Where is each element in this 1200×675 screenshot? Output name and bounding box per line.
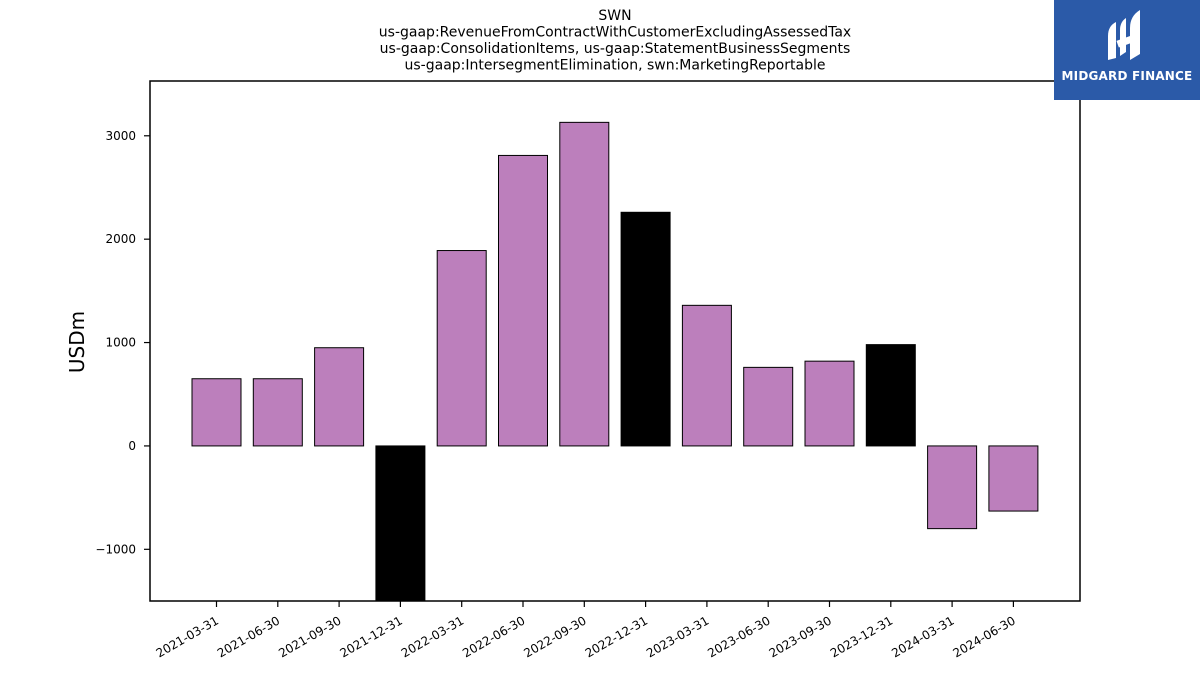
bar: [375, 445, 426, 601]
bar: [804, 360, 855, 447]
x-tick-label: 2023-06-30: [705, 613, 772, 660]
bar: [191, 378, 242, 447]
y-axis-label: USDm: [65, 311, 89, 373]
x-tick-label: 2022-12-31: [583, 613, 650, 660]
midgard-finance-logo: MIDGARD FINANCE: [1054, 0, 1200, 100]
x-tick-label: 2024-06-30: [950, 613, 1017, 660]
bars-group: [191, 121, 1039, 601]
chart-title: SWNus-gaap:RevenueFromContractWithCustom…: [379, 8, 851, 74]
bar: [620, 211, 671, 447]
chart-title-line: SWN: [598, 8, 631, 24]
y-tick-label: −1000: [95, 542, 136, 556]
x-tick-label: 2022-03-31: [399, 613, 466, 660]
bar: [559, 121, 610, 447]
x-tick-label: 2024-03-31: [889, 613, 956, 660]
bar: [865, 344, 916, 447]
y-tick-label: 2000: [105, 232, 136, 246]
chart-title-line: us-gaap:IntersegmentElimination, swn:Mar…: [405, 58, 826, 74]
x-tick-label: 2021-06-30: [215, 613, 282, 660]
chart-title-line: us-gaap:RevenueFromContractWithCustomerE…: [379, 25, 851, 41]
x-tick-label: 2023-12-31: [828, 613, 895, 660]
bar: [681, 304, 732, 447]
x-tick-label: 2022-06-30: [460, 613, 527, 660]
x-tick-label: 2022-09-30: [521, 613, 588, 660]
x-tick-label: 2023-03-31: [644, 613, 711, 660]
bar: [436, 250, 487, 447]
plot-frame: [149, 80, 1081, 602]
logo-mark-icon: [1108, 10, 1140, 60]
x-tick-label: 2021-03-31: [154, 613, 221, 660]
logo-text: MIDGARD FINANCE: [1061, 69, 1193, 83]
bar: [252, 378, 303, 447]
bar: [927, 445, 978, 530]
bar: [988, 445, 1039, 512]
y-axis-label-group: USDm: [65, 311, 89, 373]
y-ticks-group: −1000 0 1000 2000 3000: [95, 129, 150, 556]
bar: [743, 366, 794, 447]
bar: [314, 347, 365, 447]
chart-title-line: us-gaap:ConsolidationItems, us-gaap:Stat…: [380, 41, 851, 57]
axes-group: [149, 80, 1081, 602]
x-ticks-group: 2021-03-312021-06-302021-09-302021-12-31…: [154, 601, 1018, 660]
bar: [498, 154, 548, 447]
y-tick-label: 1000: [105, 336, 136, 350]
x-tick-label: 2023-09-30: [767, 613, 834, 660]
y-tick-label: 0: [128, 439, 136, 453]
x-tick-label: 2021-12-31: [337, 613, 404, 660]
x-tick-label: 2021-09-30: [276, 613, 343, 660]
y-tick-label: 3000: [105, 129, 136, 143]
